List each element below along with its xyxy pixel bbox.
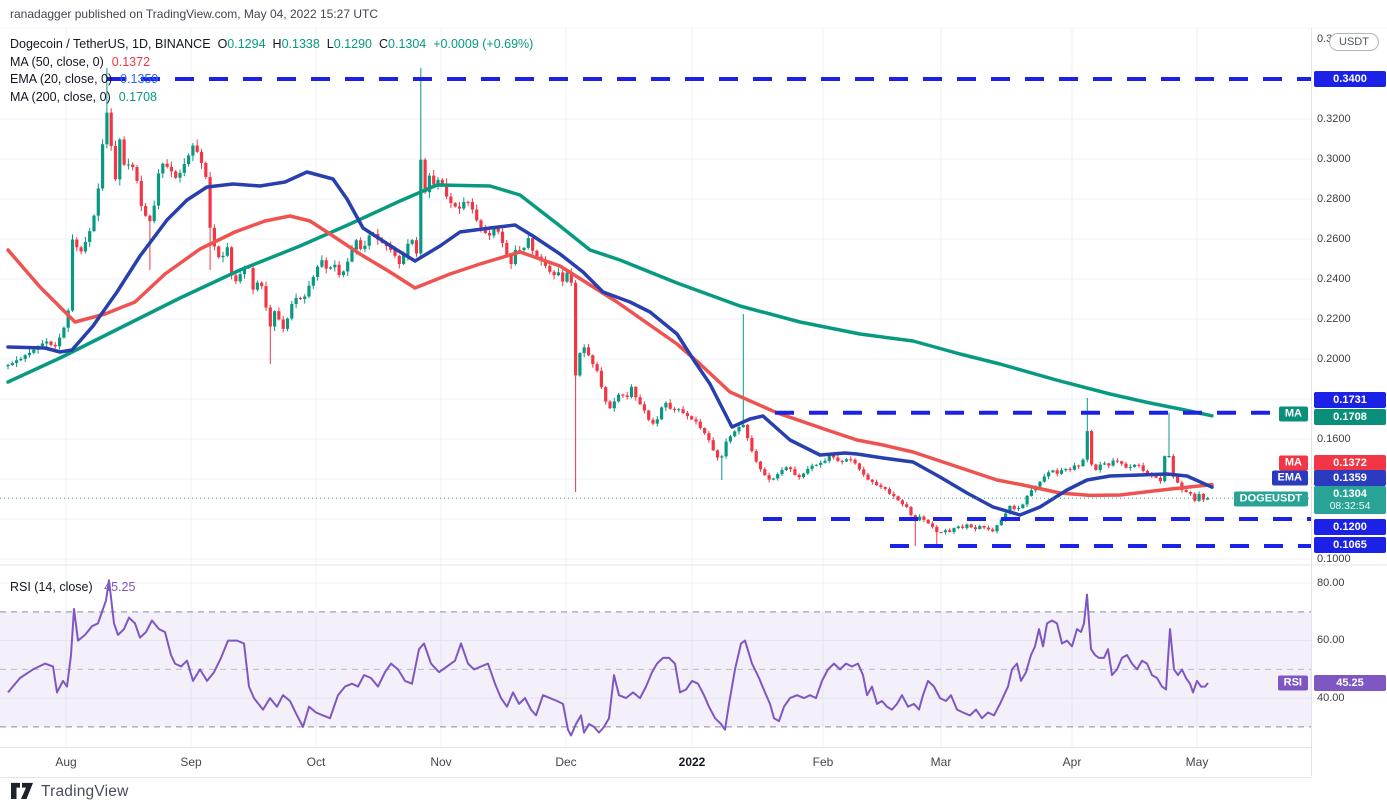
series-label-badge-ma: MA: [1278, 406, 1308, 422]
axis-tick-label: 0.3200: [1317, 113, 1351, 125]
ema20-value: 0.1359: [120, 72, 159, 86]
axis-tick-label: 40.00: [1317, 692, 1345, 704]
axis-tick-label: 0.2600: [1317, 233, 1351, 245]
series-label-badge-dogeusdt: DOGEUSDT: [1233, 491, 1308, 507]
countdown-timer: 08:32:54: [1329, 500, 1371, 512]
candlestick-series: [6, 68, 1210, 546]
rsi-line: [7, 579, 1209, 737]
axis-tick-label: 0.1000: [1317, 553, 1351, 565]
ma200-label: MA (200, close, 0): [10, 89, 111, 104]
axis-price-badge: 0.3400: [1314, 71, 1386, 87]
high-value: 0.1338: [281, 37, 320, 51]
close-label: C: [378, 37, 389, 51]
close-value: 0.1304: [388, 37, 427, 51]
time-axis[interactable]: Aug Sep Oct Nov Dec 2022 Feb Mar Apr May: [0, 747, 1311, 778]
symbol-legend-row[interactable]: Dogecoin / TetherUS, 1D, BINANCE O0.1294 H…: [10, 36, 533, 54]
axis-price-badge: 0.1304 08:32:54: [1314, 486, 1386, 514]
chart-legend: Dogecoin / TetherUS, 1D, BINANCE O0.1294 H…: [10, 36, 533, 106]
axis-price-badge: 0.1731: [1314, 392, 1386, 408]
ma50-label: MA (50, close, 0): [10, 54, 104, 69]
open-label: O: [217, 37, 228, 51]
axis-price-badge: 0.1200: [1314, 519, 1386, 535]
time-axis-label: Oct: [306, 755, 326, 769]
gridlines: [0, 28, 1311, 747]
time-axis-label: Feb: [812, 755, 834, 769]
axis-price-badge: 0.1372: [1314, 455, 1386, 471]
rsi-pane: [0, 611, 1311, 728]
axis-tick-label: 0.1600: [1317, 433, 1351, 445]
horizontal-level-lines[interactable]: [107, 77, 1311, 548]
time-axis-label: Aug: [55, 755, 77, 769]
axis-tick-label: 0.2000: [1317, 353, 1351, 365]
axis-tick-label: 0.2200: [1317, 313, 1351, 325]
ema20-label: EMA (20, close, 0): [10, 72, 113, 86]
time-axis-label: May: [1185, 755, 1209, 769]
series-label-badge-ema: EMA: [1271, 470, 1308, 486]
high-label: H: [272, 37, 282, 51]
axis-price-badge: 0.1708: [1314, 409, 1386, 425]
time-axis-label: Dec: [555, 755, 577, 769]
tradingview-branding[interactable]: TradingView: [10, 781, 129, 802]
axis-price-badge: 0.1359: [1314, 470, 1386, 486]
tradingview-logo-icon: [11, 782, 33, 800]
axis-price-badge: 45.25: [1314, 675, 1386, 691]
axis-tick-label: 60.00: [1317, 634, 1345, 646]
indicator-legend-ema20[interactable]: EMA (20, close, 0) 0.1359: [10, 71, 533, 89]
time-axis-label: 2022: [678, 755, 706, 769]
rsi-legend-row[interactable]: RSI (14, close) 45.25: [10, 580, 135, 594]
indicator-legend-ma200[interactable]: MA (200, close, 0) 0.1708: [10, 89, 533, 107]
price-axis[interactable]: 0.36000.32000.30000.28000.26000.24000.22…: [1311, 28, 1387, 776]
axis-tick-label: 0.3000: [1317, 153, 1351, 165]
ema-20-line: [6, 170, 1214, 517]
axis-tick-label: 80.00: [1317, 577, 1345, 589]
ma-50-line: [6, 214, 1214, 498]
change-value: +0.0009 (+0.69%): [433, 37, 534, 51]
currency-toggle-button[interactable]: USDT: [1329, 33, 1379, 51]
indicator-legend-ma50[interactable]: MA (50, close, 0) 0.1372: [10, 54, 533, 72]
rsi-label: RSI (14, close): [10, 580, 93, 594]
series-label-badge-rsi: RSI: [1277, 675, 1308, 691]
time-axis-label: Apr: [1062, 755, 1082, 769]
open-value: 0.1294: [227, 37, 266, 51]
axis-tick-label: 0.2800: [1317, 193, 1351, 205]
publish-info: ranadagger published on TradingView.com,…: [10, 7, 379, 21]
low-label: L: [326, 37, 334, 51]
axis-price-badge: 0.1065: [1314, 537, 1386, 553]
axis-tick-label: 0.2400: [1317, 273, 1351, 285]
series-label-badge-ma: MA: [1278, 455, 1308, 471]
rsi-value: 45.25: [104, 580, 136, 594]
time-axis-label: Mar: [930, 755, 952, 769]
low-value: 0.1290: [333, 37, 372, 51]
ma-200-line: [6, 183, 1214, 418]
symbol-title: Dogecoin / TetherUS, 1D, BINANCE: [10, 37, 211, 51]
ma50-value: 0.1372: [111, 54, 151, 69]
time-axis-label: Sep: [180, 755, 202, 769]
time-axis-label: Nov: [430, 755, 452, 769]
ma200-value: 0.1708: [118, 89, 157, 104]
brand-name: TradingView: [41, 782, 129, 800]
